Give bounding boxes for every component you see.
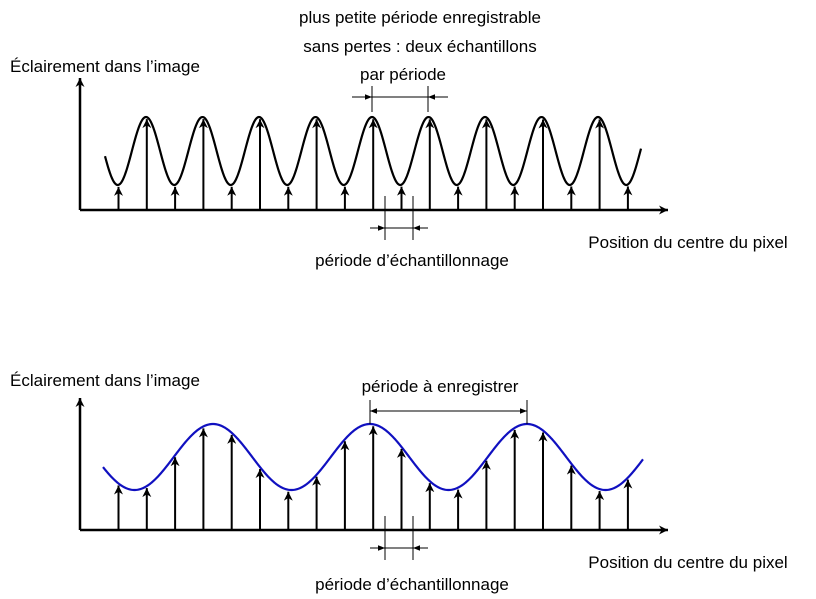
x-label: Position du centre du pixel	[588, 233, 787, 252]
signal-curve	[102, 422, 644, 492]
sampling-label: période d’échantillonnage	[315, 575, 509, 594]
panel-top	[75, 78, 668, 240]
y-label: Éclairement dans l’image	[10, 371, 200, 390]
panel-bottom	[75, 398, 668, 560]
annotation-line: plus petite période enregistrable	[299, 8, 541, 27]
y-label: Éclairement dans l’image	[10, 57, 200, 76]
annotation-line: période à enregistrer	[362, 377, 519, 396]
sampling-label: période d’échantillonnage	[315, 251, 509, 270]
annotation-line: sans pertes : deux échantillons	[303, 37, 536, 56]
annotation-line: par période	[360, 65, 446, 84]
signal-curve	[103, 115, 643, 187]
x-label: Position du centre du pixel	[588, 553, 787, 572]
